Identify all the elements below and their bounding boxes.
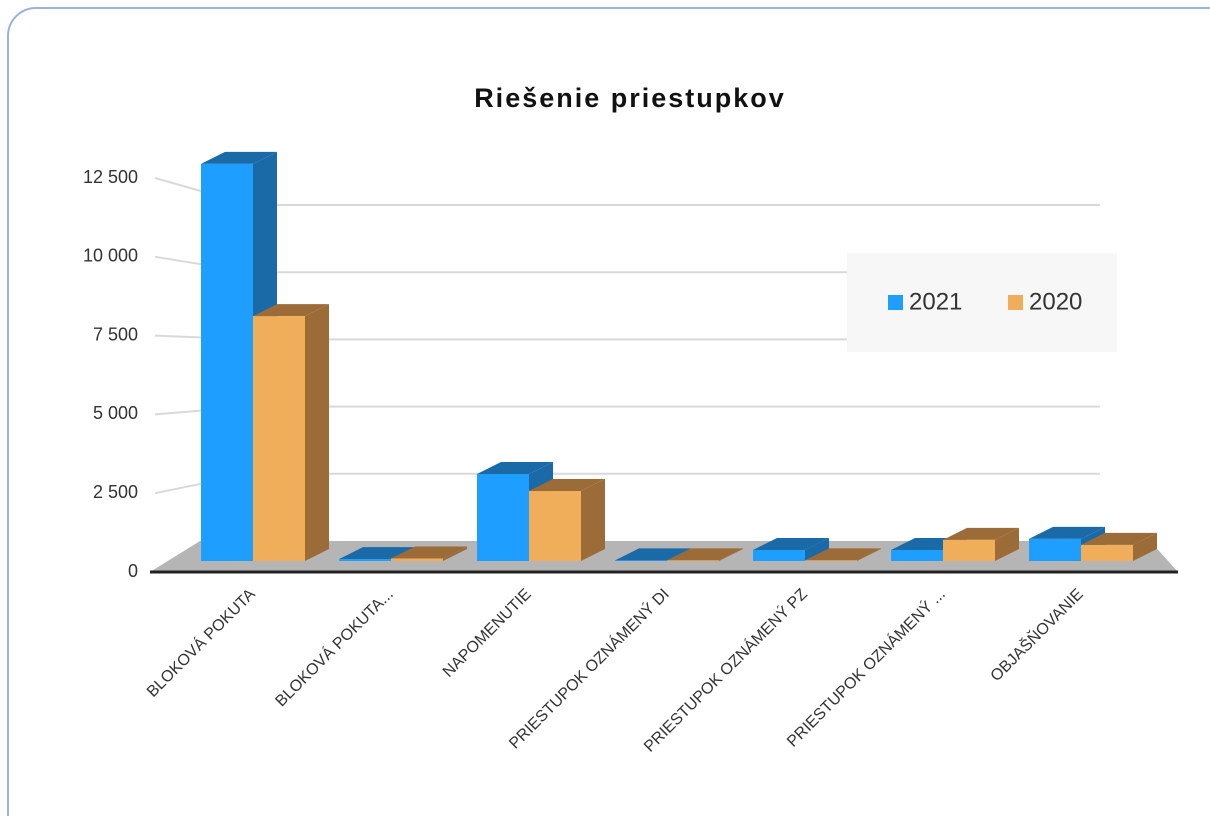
legend-swatch	[1008, 295, 1023, 310]
legend-label: 2020	[1029, 288, 1082, 315]
y-tick-label: 12 500	[83, 167, 138, 187]
bar	[477, 474, 529, 561]
bar	[805, 560, 857, 561]
bar	[615, 560, 667, 561]
bar	[253, 316, 305, 561]
chart-title: Riešenie priestupkov	[474, 83, 786, 113]
bar	[943, 539, 995, 561]
bar-side	[443, 546, 467, 561]
legend-swatch	[888, 295, 903, 310]
bar-top	[201, 151, 277, 164]
bar	[529, 491, 581, 561]
bar	[1081, 544, 1133, 561]
bar	[667, 560, 719, 561]
bar-top	[753, 537, 829, 550]
frame	[7, 7, 1210, 816]
y-tick-label: 0	[128, 561, 138, 581]
bar-top	[943, 527, 1019, 540]
bar-top	[805, 548, 881, 561]
bar-top	[615, 548, 691, 561]
bar-side	[581, 479, 605, 561]
bar-side	[995, 527, 1019, 561]
y-tick-label: 7 500	[93, 324, 138, 344]
y-tick-label: 2 500	[93, 482, 138, 502]
bar-top	[253, 304, 329, 317]
bar	[339, 559, 391, 561]
bar-top	[529, 479, 605, 492]
bar-side	[805, 537, 829, 561]
bar-top	[667, 548, 743, 561]
bar-side	[857, 548, 881, 561]
bar	[201, 163, 253, 561]
bar	[891, 549, 943, 561]
bar-side	[1133, 532, 1157, 561]
bar-side	[719, 548, 743, 561]
bar	[391, 558, 443, 561]
bar-side	[305, 304, 329, 561]
legend-label: 2021	[909, 288, 962, 315]
y-tick-label: 5 000	[93, 403, 138, 423]
bar-top	[477, 462, 553, 475]
bar	[753, 549, 805, 561]
y-tick-label: 10 000	[83, 246, 138, 266]
bar	[1029, 538, 1081, 561]
bar-top	[391, 546, 467, 559]
bar-top	[1081, 532, 1157, 545]
bar-top	[1029, 526, 1105, 539]
